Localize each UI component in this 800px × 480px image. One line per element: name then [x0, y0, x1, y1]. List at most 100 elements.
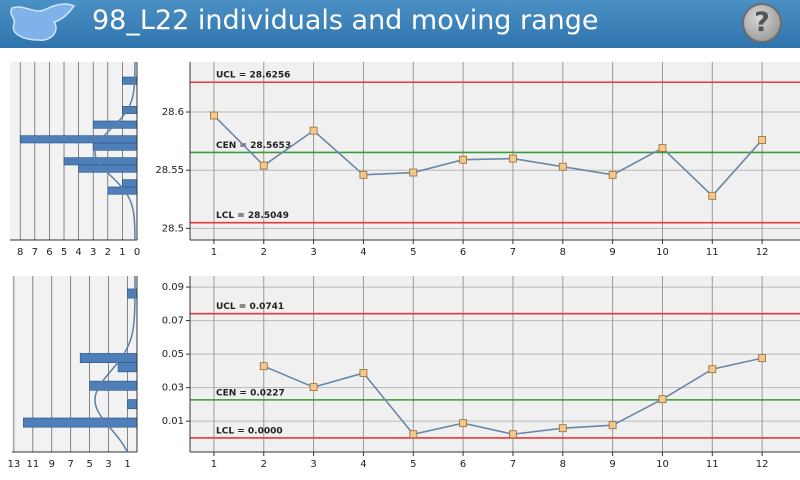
app-icon	[10, 3, 76, 41]
data-point	[658, 395, 667, 404]
normal-curve	[94, 61, 136, 241]
x-tick-label: 9	[609, 459, 615, 470]
x-tick-label: 4	[360, 247, 366, 258]
x-tick-label: 2	[105, 247, 111, 258]
data-point	[608, 421, 617, 430]
data-point	[758, 354, 767, 363]
x-tick-label: 1	[211, 459, 217, 470]
control-limit-label: CEN = 28.5653	[216, 141, 291, 151]
x-tick-label: 5	[86, 459, 92, 470]
x-tick-label: 3	[310, 247, 316, 258]
x-tick-label: 12	[756, 459, 769, 470]
data-point	[309, 126, 318, 135]
histogram-bar	[117, 362, 138, 373]
histogram-bar	[127, 399, 138, 410]
histogram-bar	[89, 380, 138, 391]
data-line	[213, 114, 763, 197]
y-tick-label: 28.5	[162, 223, 184, 234]
histogram-bar	[19, 135, 138, 144]
data-point	[558, 162, 567, 171]
data-point	[558, 424, 567, 433]
histogram-bar	[78, 164, 138, 173]
data-point	[509, 430, 517, 439]
screen-title: 98_L22 individuals and moving range	[92, 5, 599, 36]
x-tick-label: 7	[510, 459, 516, 470]
data-point	[309, 383, 318, 392]
normal-curve	[94, 275, 136, 453]
plot-background	[190, 62, 800, 240]
x-tick-label: 8	[560, 247, 566, 258]
data-point	[259, 161, 268, 170]
x-tick-label: 6	[460, 247, 466, 258]
x-tick-label: 10	[656, 247, 669, 258]
x-tick-label: 1	[211, 247, 217, 258]
data-point	[708, 191, 717, 200]
x-tick-label: 6	[460, 459, 466, 470]
x-tick-label: 3	[105, 459, 111, 470]
x-tick-label: 2	[261, 459, 267, 470]
data-point	[608, 170, 617, 179]
y-tick-label: 28.55	[155, 165, 184, 176]
help-button[interactable]: ?	[742, 3, 782, 43]
data-point	[708, 365, 717, 374]
y-tick-label: 0.01	[162, 416, 184, 427]
x-tick-label: 5	[410, 247, 416, 258]
x-tick-label: 2	[261, 247, 267, 258]
histogram-bar	[122, 106, 138, 114]
data-point	[359, 369, 368, 377]
x-tick-label: 7	[510, 247, 516, 258]
x-tick-label: 1	[124, 459, 130, 470]
x-tick-label: 12	[756, 247, 769, 258]
histogram-bar	[23, 417, 138, 428]
x-tick-label: 11	[706, 247, 719, 258]
data-point	[409, 168, 418, 177]
x-tick-label: 8	[560, 459, 566, 470]
y-tick-label: 0.05	[162, 349, 184, 360]
x-tick-label: 9	[609, 247, 615, 258]
x-tick-label: 6	[46, 247, 52, 258]
x-tick-label: 4	[75, 247, 81, 258]
y-tick-label: 28.6	[162, 107, 184, 118]
control-limit-label: CEN = 0.0227	[216, 388, 285, 398]
data-point	[409, 430, 418, 439]
x-tick-label: 0	[134, 247, 140, 258]
y-tick-label: 0.03	[162, 383, 184, 394]
plot-background	[10, 62, 137, 240]
plot-background	[190, 276, 800, 452]
x-tick-label: 11	[706, 459, 719, 470]
histogram-bar	[79, 353, 138, 363]
data-point	[459, 155, 468, 164]
x-tick-label: 3	[310, 459, 316, 470]
control-limit-label: LCL = 28.5049	[216, 211, 289, 221]
histogram-bar	[122, 179, 138, 188]
x-tick-label: 7	[32, 247, 38, 258]
data-point	[509, 154, 517, 163]
data-point	[210, 111, 218, 120]
y-tick-label: 0.09	[162, 282, 184, 293]
x-tick-label: 9	[49, 459, 55, 470]
control-limit-label: UCL = 0.0741	[216, 302, 284, 312]
data-point	[259, 362, 268, 371]
x-tick-label: 10	[656, 459, 669, 470]
control-limit-label: UCL = 28.6256	[216, 71, 290, 81]
x-tick-label: 1	[119, 247, 125, 258]
data-point	[658, 144, 667, 152]
x-tick-label: 13	[8, 459, 21, 470]
x-tick-label: 4	[360, 459, 366, 470]
x-tick-label: 11	[26, 459, 39, 470]
histogram-bar	[92, 142, 138, 151]
data-point	[459, 419, 468, 428]
header-bar: 98_L22 individuals and moving range ?	[0, 0, 800, 48]
data-point	[758, 136, 767, 144]
x-tick-label: 7	[68, 459, 74, 470]
x-tick-label: 8	[17, 247, 23, 258]
x-tick-label: 5	[410, 459, 416, 470]
data-point	[359, 170, 368, 179]
control-limit-label: LCL = 0.0000	[216, 426, 283, 436]
y-tick-label: 0.07	[162, 316, 184, 327]
x-tick-label: 5	[61, 247, 67, 258]
x-tick-label: 3	[90, 247, 96, 258]
histogram-bar	[63, 157, 138, 166]
